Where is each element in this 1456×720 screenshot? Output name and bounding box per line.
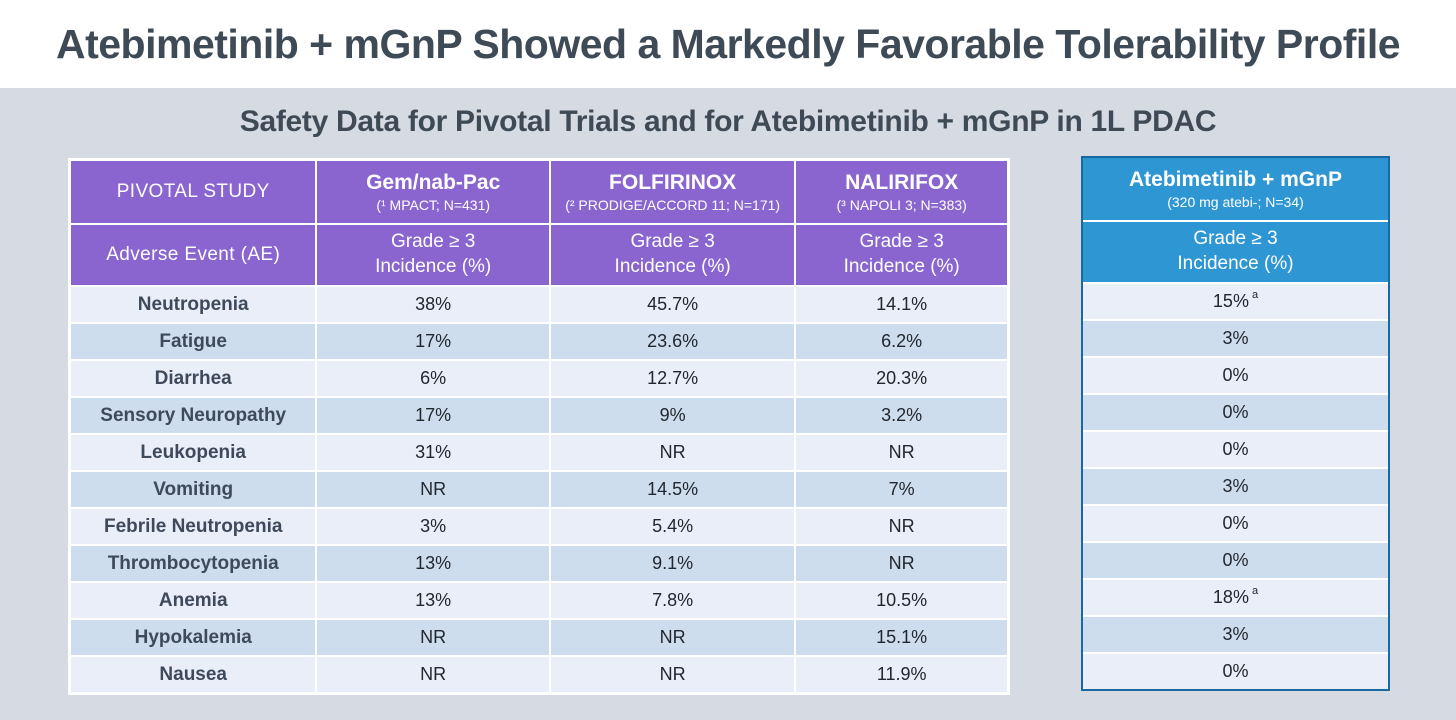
ae-value-cell: 14.1% [796, 287, 1007, 322]
measure-header-folfirinox: Grade ≥ 3 Incidence (%) [550, 225, 795, 285]
atebi-value-cell: 15% a [1083, 284, 1388, 319]
measure-line2: Incidence (%) [375, 256, 492, 277]
ae-value-cell: 3.2% [796, 398, 1007, 433]
measure-line1: Grade ≥ 3 [1193, 228, 1278, 250]
content-area: Safety Data for Pivotal Trials and for A… [0, 105, 1456, 695]
column-subtitle: (320 mg atebi-; N=34) [1167, 194, 1304, 211]
pivotal-study-corner-header: PIVOTAL STUDY [71, 161, 316, 223]
ae-value-cell: 11.9% [796, 657, 1007, 692]
ae-value-cell: 23.6% [550, 324, 795, 359]
footnote-marker: a [1251, 289, 1259, 301]
adverse-event-header: Adverse Event (AE) [71, 225, 316, 285]
measure-header-nalirifox: Grade ≥ 3 Incidence (%) [796, 225, 1007, 285]
ae-value-cell: 10.5% [796, 583, 1007, 618]
ae-label: Neutropenia [71, 287, 316, 322]
measure-line2: Incidence (%) [843, 256, 960, 277]
ae-label: Anemia [71, 583, 316, 618]
column-header-folfirinox: FOLFIRINOX (² PRODIGE/ACCORD 11; N=171) [550, 161, 795, 223]
ae-value-cell: 3% [317, 509, 549, 544]
ae-value-cell: 20.3% [796, 361, 1007, 396]
ae-value-cell: 5.4% [550, 509, 795, 544]
ae-value-cell: NR [796, 435, 1007, 470]
column-title: Gem/nab-Pac [366, 170, 501, 194]
ae-value-cell: 17% [317, 398, 549, 433]
atebi-value-cell: 0% [1083, 654, 1388, 689]
slide-subtitle: Safety Data for Pivotal Trials and for A… [239, 105, 1217, 138]
column-subtitle: (¹ MPACT; N=431) [376, 197, 491, 214]
atebi-value-cell: 3% [1083, 321, 1388, 356]
measure-line1: Grade ≥ 3 [630, 231, 715, 253]
atebi-value-cell: 0% [1083, 395, 1388, 430]
ae-value-cell: NR [550, 657, 795, 692]
ae-value-cell: 14.5% [550, 472, 795, 507]
column-subtitle: (² PRODIGE/ACCORD 11; N=171) [565, 197, 781, 214]
measure-header-gem-nab-pac: Grade ≥ 3 Incidence (%) [317, 225, 549, 285]
atebi-value-cell: 0% [1083, 358, 1388, 393]
ae-label: Fatigue [71, 324, 316, 359]
ae-value-cell: 17% [317, 324, 549, 359]
column-subtitle: (³ NAPOLI 3; N=383) [836, 197, 967, 214]
ae-value-cell: 6% [317, 361, 549, 396]
measure-line2: Incidence (%) [614, 256, 731, 277]
atebi-value-cell: 3% [1083, 617, 1388, 652]
ae-value-cell: 9.1% [550, 546, 795, 581]
ae-value-cell: NR [317, 657, 549, 692]
footnote-marker: a [1251, 585, 1259, 597]
ae-value-cell: 31% [317, 435, 549, 470]
ae-label: Sensory Neuropathy [71, 398, 316, 433]
atebi-column-header: Atebimetinib + mGnP (320 mg atebi-; N=34… [1083, 158, 1388, 220]
column-title: FOLFIRINOX [609, 170, 737, 194]
ae-value-cell: NR [796, 509, 1007, 544]
ae-value-cell: NR [550, 620, 795, 655]
measure-line1: Grade ≥ 3 [859, 231, 944, 253]
atebi-value-cell: 3% [1083, 469, 1388, 504]
ae-label: Hypokalemia [71, 620, 316, 655]
column-header-gem-nab-pac: Gem/nab-Pac (¹ MPACT; N=431) [317, 161, 549, 223]
ae-value-cell: 45.7% [550, 287, 795, 322]
ae-label: Febrile Neutropenia [71, 509, 316, 544]
pivotal-table: PIVOTAL STUDY Gem/nab-Pac (¹ MPACT; N=43… [68, 158, 1010, 695]
ae-label: Thrombocytopenia [71, 546, 316, 581]
ae-value-cell: 38% [317, 287, 549, 322]
atebi-measure-header: Grade ≥ 3 Incidence (%) [1083, 222, 1388, 282]
ae-value-cell: 7.8% [550, 583, 795, 618]
ae-value-cell: 6.2% [796, 324, 1007, 359]
ae-label: Leukopenia [71, 435, 316, 470]
atebi-value-cell: 18% a [1083, 580, 1388, 615]
ae-label: Vomiting [71, 472, 316, 507]
measure-line1: Grade ≥ 3 [390, 231, 476, 253]
ae-value-cell: 13% [317, 583, 549, 618]
ae-value-cell: 13% [317, 546, 549, 581]
ae-value-cell: NR [550, 435, 795, 470]
ae-label: Nausea [71, 657, 316, 692]
atebi-value-cell: 0% [1083, 432, 1388, 467]
ae-value-cell: NR [317, 620, 549, 655]
ae-label: Diarrhea [71, 361, 316, 396]
page-title: Atebimetinib + mGnP Showed a Markedly Fa… [55, 20, 1401, 67]
atebi-table: Atebimetinib + mGnP (320 mg atebi-; N=34… [1081, 156, 1390, 691]
atebi-value-cell: 0% [1083, 506, 1388, 541]
ae-value-cell: NR [317, 472, 549, 507]
column-title: NALIRIFOX [845, 170, 959, 194]
column-header-nalirifox: NALIRIFOX (³ NAPOLI 3; N=383) [796, 161, 1007, 223]
ae-value-cell: NR [796, 546, 1007, 581]
ae-value-cell: 7% [796, 472, 1007, 507]
title-band: Atebimetinib + mGnP Showed a Markedly Fa… [0, 0, 1456, 88]
ae-value-cell: 12.7% [550, 361, 795, 396]
ae-value-cell: 15.1% [796, 620, 1007, 655]
ae-value-cell: 9% [550, 398, 795, 433]
measure-line2: Incidence (%) [1177, 253, 1294, 274]
column-title: Atebimetinib + mGnP [1129, 167, 1342, 191]
atebi-value-cell: 0% [1083, 543, 1388, 578]
